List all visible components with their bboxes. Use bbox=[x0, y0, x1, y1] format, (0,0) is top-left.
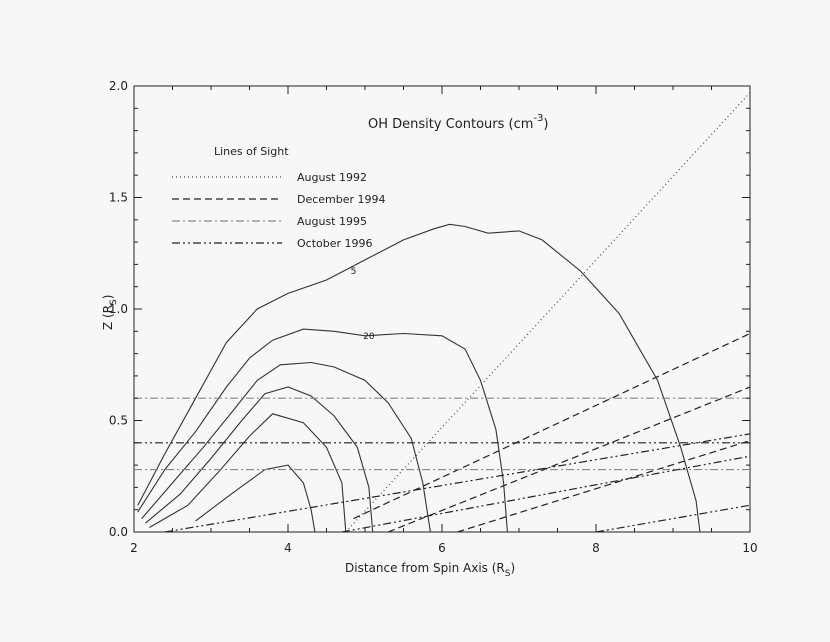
legend-label-3: August 1995 bbox=[297, 215, 367, 228]
contour-line-4 bbox=[145, 386, 374, 532]
legend: Lines of Sight August 1992 December 1994 A… bbox=[172, 145, 386, 250]
contour-labels-group: 5 20 bbox=[351, 267, 375, 342]
contour-line-5 bbox=[149, 413, 347, 532]
x-axis-label: Distance from Spin Axis (RS) bbox=[345, 561, 515, 579]
line-of-sight-2-1 bbox=[353, 332, 750, 520]
chart-title: OH Density Contours (cm-3) bbox=[368, 113, 548, 132]
y-axis-label: Z (RS) bbox=[101, 295, 119, 330]
line-of-sight-4-4 bbox=[595, 504, 750, 532]
line-of-sight-4-2 bbox=[164, 433, 750, 532]
contour-line-2 bbox=[137, 328, 508, 532]
legend-title: Lines of Sight bbox=[214, 145, 289, 158]
line-of-sight-4-3 bbox=[341, 455, 750, 532]
x-tick-label: 8 bbox=[592, 541, 600, 555]
x-tick-label: 2 bbox=[130, 541, 138, 555]
contour-group bbox=[137, 223, 701, 532]
y-tick-label: 1.0 bbox=[109, 302, 128, 316]
contour-line-3 bbox=[141, 361, 431, 532]
contour-label-2: 20 bbox=[363, 332, 375, 342]
lines-of-sight-group bbox=[134, 92, 750, 532]
legend-label-4: October 1996 bbox=[297, 237, 373, 250]
line-of-sight-2-3 bbox=[457, 439, 750, 532]
y-tick-label: 2.0 bbox=[109, 79, 128, 93]
x-tick-label: 6 bbox=[438, 541, 446, 555]
plot-frame bbox=[133, 85, 751, 533]
legend-label-2: December 1994 bbox=[297, 193, 386, 206]
ticks-group: 2 4 6 8 10 0.0 0.5 1.0 1.5 2.0 bbox=[109, 79, 758, 555]
contour-line-6 bbox=[195, 464, 316, 532]
x-tick-label: 4 bbox=[284, 541, 292, 555]
contour-line-1 bbox=[137, 223, 701, 532]
y-tick-label: 1.5 bbox=[109, 191, 128, 205]
y-tick-label: 0.5 bbox=[109, 414, 128, 428]
y-tick-label: 0.0 bbox=[109, 525, 128, 539]
contour-label-1: 5 bbox=[351, 267, 357, 277]
legend-label-1: August 1992 bbox=[297, 171, 367, 184]
line-of-sight-2-2 bbox=[387, 386, 750, 532]
x-tick-label: 10 bbox=[742, 541, 757, 555]
